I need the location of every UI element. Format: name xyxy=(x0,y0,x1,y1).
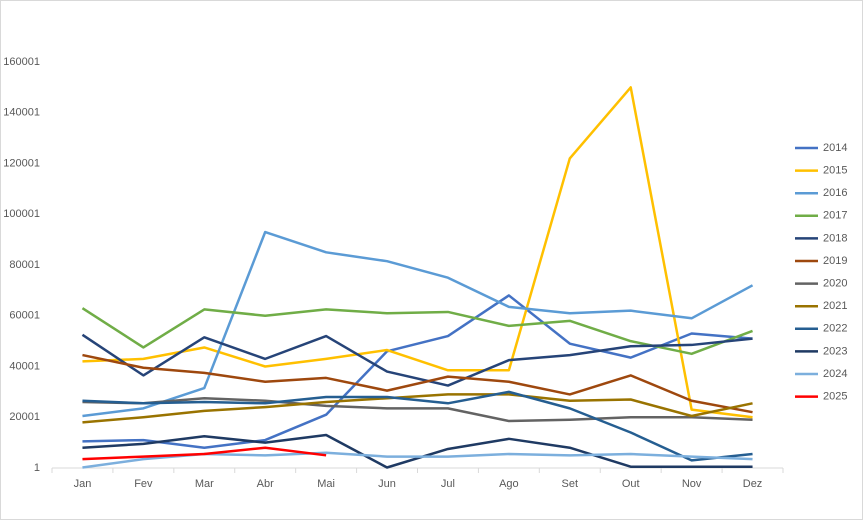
legend-label: 2022 xyxy=(823,323,847,335)
y-tick-label: 1 xyxy=(34,462,40,474)
series-line xyxy=(82,294,753,449)
legend-label: 2019 xyxy=(823,255,847,267)
x-tick-label: Dez xyxy=(743,478,763,490)
series-line xyxy=(81,333,753,387)
y-tick-label: 60001 xyxy=(9,310,40,322)
series-line xyxy=(82,86,753,419)
legend-label: 2016 xyxy=(823,187,847,199)
x-tick-label: Set xyxy=(562,478,579,490)
series-line xyxy=(82,390,753,462)
y-tick-label: 140001 xyxy=(3,107,40,119)
series-line xyxy=(82,393,753,424)
x-tick-label: Jan xyxy=(74,478,92,490)
x-tick-label: Mai xyxy=(317,478,335,490)
legend-label: 2017 xyxy=(823,210,847,222)
legend-label: 2020 xyxy=(823,278,847,290)
y-tick-label: 160001 xyxy=(3,56,40,68)
legend-label: 2014 xyxy=(823,142,847,154)
x-tick-label: Mar xyxy=(195,478,214,490)
legend-label: 2024 xyxy=(823,368,847,380)
series-line xyxy=(81,307,753,356)
x-tick-label: Fev xyxy=(134,478,153,490)
legend-label: 2018 xyxy=(823,232,847,244)
legend-label: 2023 xyxy=(823,345,847,357)
x-tick-label: Ago xyxy=(499,478,519,490)
legend-label: 2025 xyxy=(823,391,847,403)
series-line xyxy=(82,446,327,461)
series-line xyxy=(82,230,754,418)
series-line xyxy=(82,433,753,469)
x-tick-label: Jun xyxy=(378,478,396,490)
x-tick-label: Abr xyxy=(257,478,274,490)
y-tick-label: 40001 xyxy=(9,360,40,372)
x-tick-label: Jul xyxy=(441,478,455,490)
legend-label: 2021 xyxy=(823,300,847,312)
legend-label: 2015 xyxy=(823,165,847,177)
y-tick-label: 100001 xyxy=(3,208,40,220)
y-tick-label: 80001 xyxy=(9,259,40,271)
series-line xyxy=(82,396,753,423)
series-line xyxy=(82,353,753,414)
x-tick-label: Out xyxy=(622,478,640,490)
y-tick-label: 20001 xyxy=(9,411,40,423)
y-tick-label: 120001 xyxy=(3,157,40,169)
x-tick-label: Nov xyxy=(682,478,702,490)
